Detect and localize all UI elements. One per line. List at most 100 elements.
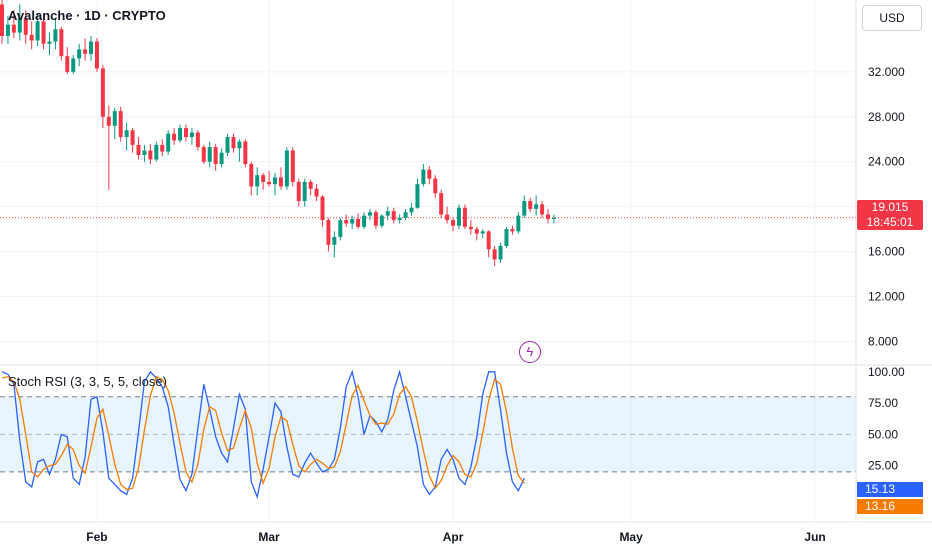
candle: [89, 35, 94, 61]
candle: [439, 189, 444, 218]
candle: [498, 242, 503, 263]
candle: [332, 231, 337, 258]
candle: [17, 4, 22, 41]
candle: [5, 15, 10, 44]
candle: [83, 38, 88, 61]
stoch-rsi-tick-label: 75.00: [868, 396, 898, 410]
candle: [112, 107, 117, 140]
candle: [540, 201, 545, 218]
candle: [166, 130, 171, 155]
candle: [243, 139, 248, 168]
candle: [474, 226, 479, 241]
candle: [456, 204, 461, 230]
time-axis[interactable]: Feb Mar Apr May Jun: [86, 530, 825, 544]
candle: [23, 10, 28, 44]
candle: [201, 144, 206, 164]
candle: [154, 141, 159, 162]
candle: [468, 220, 473, 235]
candle: [528, 197, 533, 213]
candle: [130, 128, 135, 153]
candle: [195, 130, 200, 151]
candle: [11, 10, 16, 39]
candle: [403, 208, 408, 221]
candle: [296, 178, 301, 207]
candle: [261, 172, 266, 190]
candle: [77, 43, 82, 67]
candle: [94, 38, 99, 72]
candle: [462, 204, 467, 230]
candle: [362, 212, 367, 230]
candle: [65, 47, 70, 75]
candle: [225, 133, 230, 157]
price-tick-label: 12.000: [868, 289, 905, 303]
candle: [290, 147, 295, 187]
candle: [178, 124, 183, 143]
candle: [551, 214, 556, 224]
price-tick-label: 24.000: [868, 155, 905, 169]
price-tick-label: 16.000: [868, 245, 905, 259]
candle: [255, 167, 260, 196]
candle: [350, 215, 355, 230]
candle: [397, 214, 402, 224]
candle: [451, 217, 456, 232]
candle: [385, 206, 390, 221]
candle: [237, 139, 242, 162]
stoch-rsi-title[interactable]: Stoch RSI (3, 3, 5, 5, close): [8, 374, 167, 389]
candle: [433, 175, 438, 198]
time-tick-label: Jun: [804, 530, 825, 544]
candle: [367, 208, 372, 221]
candle: [41, 15, 46, 50]
candle: [308, 179, 313, 196]
candle: [35, 13, 40, 47]
candle: [47, 32, 52, 56]
candle: [338, 217, 343, 241]
candle: [249, 161, 254, 196]
last-price-value: 19.015: [871, 200, 909, 214]
candle: [172, 128, 177, 145]
symbol-title: Avalanche · 1D · CRYPTO: [8, 8, 166, 23]
currency-button[interactable]: USD: [862, 5, 922, 31]
candle: [486, 230, 491, 258]
candle: [516, 212, 521, 234]
stoch-rsi-axis[interactable]: 25.00 50.00 75.00 100.00: [868, 365, 905, 473]
candle: [510, 225, 515, 235]
lightning-icon[interactable]: ϟ: [519, 341, 541, 363]
candle: [284, 147, 289, 190]
candle: [160, 139, 165, 157]
candle: [534, 195, 539, 216]
candle: [124, 122, 129, 151]
candle: [231, 133, 236, 153]
price-tick-label: 28.000: [868, 110, 905, 124]
grid-layer: [0, 0, 856, 522]
candle: [59, 26, 64, 61]
candle: [504, 226, 509, 249]
candle: [207, 141, 212, 168]
candle: [118, 106, 123, 142]
stoch-rsi-tick-label: 50.00: [868, 427, 898, 441]
time-tick-label: Mar: [258, 530, 280, 544]
stoch-rsi-k-value: 15.13: [857, 482, 923, 497]
candle: [522, 195, 527, 218]
candle: [213, 143, 218, 171]
stoch-rsi-tick-label: 25.00: [868, 459, 898, 473]
candle: [409, 203, 414, 216]
candle: [320, 195, 325, 227]
candle: [326, 217, 331, 252]
candle: [427, 166, 432, 185]
stoch-rsi-lines: [1, 369, 525, 500]
stoch-rsi-d-value: 13.16: [857, 499, 923, 514]
candle: [136, 137, 141, 160]
candle: [0, 0, 4, 44]
candle: [53, 17, 58, 50]
candle: [142, 144, 147, 162]
price-tick-label: 8.000: [868, 334, 898, 348]
candle: [183, 124, 188, 142]
stoch-rsi-k-line: [1, 369, 525, 500]
candle: [278, 167, 283, 190]
time-tick-label: Feb: [86, 530, 107, 544]
candle: [314, 184, 319, 202]
candle: [100, 65, 105, 129]
candle: [71, 55, 76, 75]
stoch-rsi-d-line: [1, 375, 525, 491]
